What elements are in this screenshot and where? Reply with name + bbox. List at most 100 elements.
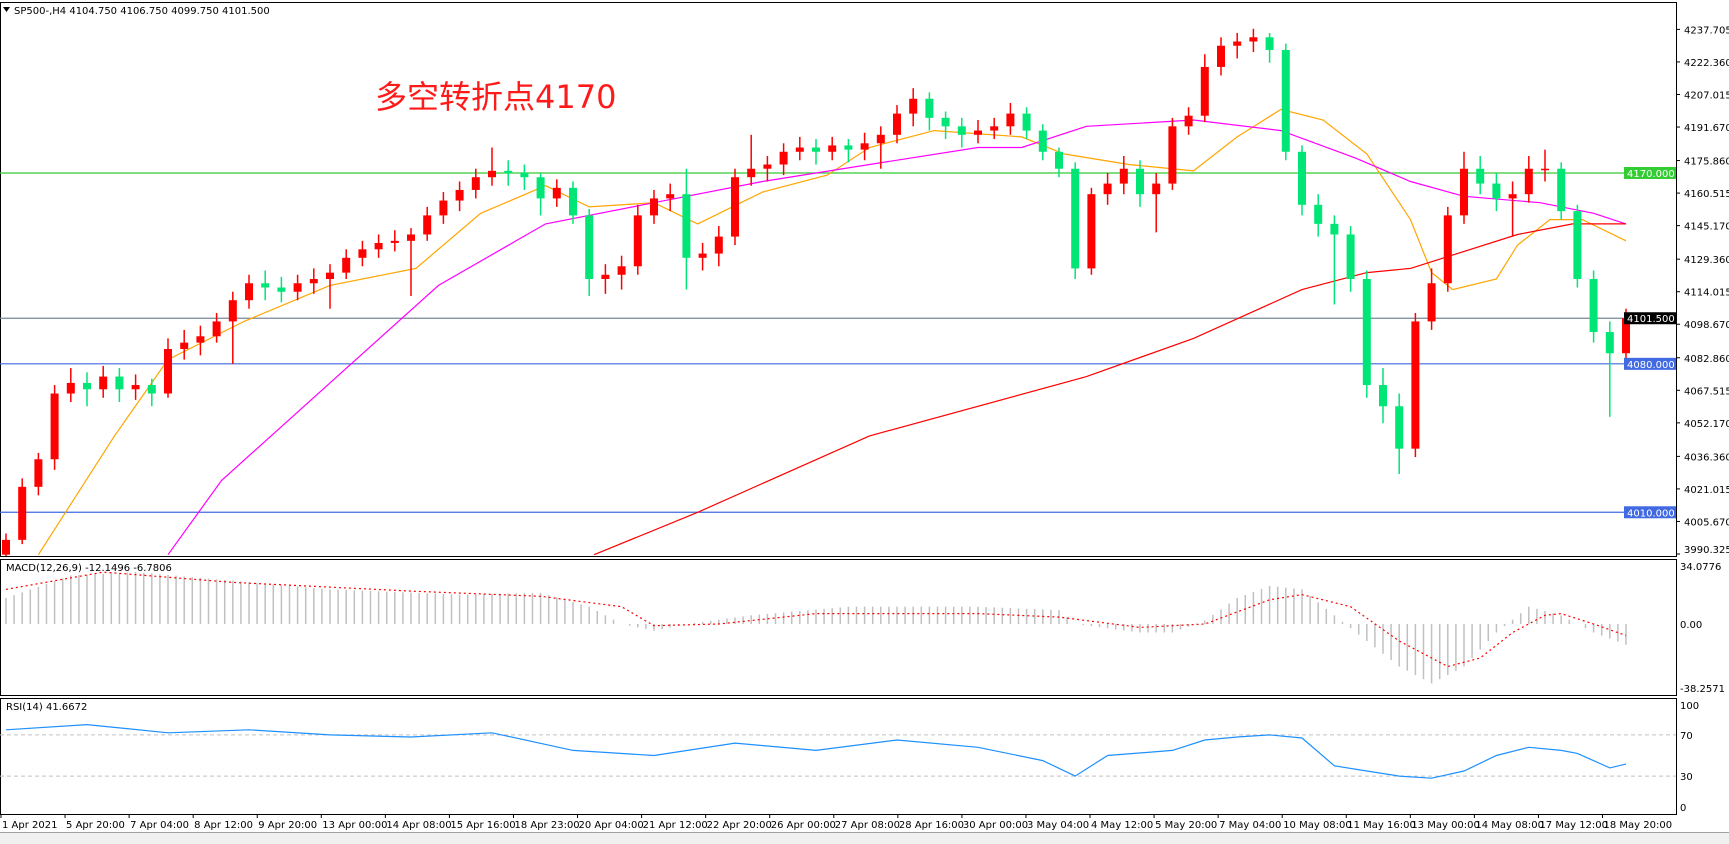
candle-body <box>245 283 253 301</box>
candle-body <box>633 215 642 267</box>
macd-tick-label: 34.0776 <box>1680 562 1721 573</box>
candle-body <box>131 385 140 390</box>
candle <box>909 88 918 127</box>
candle-body <box>309 279 318 284</box>
candle-body <box>471 177 480 190</box>
rsi-tick-label: 70 <box>1680 731 1693 742</box>
y-tick-label: 4021.015 <box>1684 485 1729 496</box>
candle <box>617 255 626 290</box>
candle <box>1524 156 1533 203</box>
macd-pane[interactable]: 34.0776 0.00 -38.2571 MACD(12,26,9) -12.149… <box>0 559 1725 696</box>
x-tick-label: 22 Apr 20:00 <box>707 820 772 831</box>
candle <box>99 365 108 398</box>
y-tick-label: 4036.360 <box>1684 452 1729 463</box>
price-tag-label: 4101.500 <box>1627 314 1675 325</box>
candle-body <box>390 240 399 243</box>
rsi-tick-label: 0 <box>1680 803 1686 814</box>
candle-body <box>731 177 739 237</box>
candle-body <box>1087 194 1096 269</box>
ma_slow-line <box>593 223 1626 556</box>
candle-body <box>536 177 545 199</box>
candle <box>1346 225 1355 292</box>
candle-body <box>925 98 934 118</box>
candle-body <box>488 170 496 178</box>
candle-body <box>1379 385 1387 407</box>
x-tick-label: 8 Apr 12:00 <box>194 820 253 831</box>
candle <box>83 372 91 407</box>
candle <box>747 134 756 186</box>
candle-body <box>1411 321 1420 449</box>
candle <box>1281 43 1290 161</box>
candle <box>1249 28 1258 53</box>
y-tick-label: 4129.360 <box>1684 255 1729 266</box>
candle-body <box>1233 41 1242 46</box>
candle-body <box>228 300 237 322</box>
candle <box>601 264 610 294</box>
rsi-pane[interactable]: 100 70 30 0 RSI(14) 41.6672 <box>0 698 1699 815</box>
candle <box>407 228 415 296</box>
candle <box>1200 54 1209 123</box>
candle-body <box>1184 115 1193 127</box>
y-tick-label: 4222.360 <box>1684 58 1729 69</box>
annotation-text: 多空转折点4170 <box>375 78 616 116</box>
candle-body <box>698 253 707 258</box>
x-tick-label: 9 Apr 20:00 <box>258 820 317 831</box>
candle-body <box>1314 204 1323 224</box>
x-tick-label: 20 Apr 04:00 <box>579 820 644 831</box>
candle-body <box>1346 234 1355 280</box>
candle <box>1541 149 1549 182</box>
rsi-title: RSI(14) 41.6672 <box>6 702 87 713</box>
candle <box>66 368 75 403</box>
candle-body <box>1265 37 1274 50</box>
candle-body <box>34 459 43 487</box>
ma_fast-line <box>37 108 1627 556</box>
candle <box>1006 102 1015 135</box>
macd-tick-label: -38.2571 <box>1680 684 1725 695</box>
candle <box>342 249 351 280</box>
time-axis: 1 Apr 2021 5 Apr 20:00 7 Apr 04:00 8 Apr 12… <box>0 814 1672 831</box>
candle-body <box>1362 279 1371 386</box>
y-tick-label: 4005.670 <box>1684 517 1729 528</box>
collapse-triangle-icon[interactable] <box>3 7 10 12</box>
rsi-tick-label: 100 <box>1680 701 1699 712</box>
candle <box>2 533 10 556</box>
candle-body <box>1622 318 1630 354</box>
candle-body <box>520 172 529 178</box>
candle <box>1492 172 1501 212</box>
price-tag <box>1624 506 1676 519</box>
price-tag-label: 4170.000 <box>1627 169 1675 180</box>
candle <box>131 374 140 400</box>
chart-tabs-bar[interactable] <box>0 832 1729 844</box>
candle-body <box>1217 45 1225 67</box>
candle <box>1152 172 1161 233</box>
y-tick-label: 4114.015 <box>1684 288 1729 299</box>
x-tick-label: 7 May 04:00 <box>1219 820 1281 831</box>
candle-body <box>1605 332 1614 354</box>
candle-body <box>552 187 561 199</box>
candle <box>844 139 853 163</box>
price-pane[interactable]: 4237.705 4222.360 4207.015 4191.670 4175.860… <box>0 2 1729 564</box>
candle <box>1038 124 1047 161</box>
x-tick-label: 17 May 12:00 <box>1539 820 1608 831</box>
candle-body <box>828 145 837 152</box>
candle-body <box>1281 49 1290 152</box>
candle-body <box>115 376 124 390</box>
candle-body <box>747 168 756 178</box>
macd-title: MACD(12,26,9) -12.1496 -6.7806 <box>6 563 172 574</box>
candle-body <box>974 130 982 135</box>
candle-body <box>1071 168 1080 269</box>
candle <box>50 385 59 470</box>
symbol-header: SP500-,H4 4104.750 4106.750 4099.750 410… <box>14 6 270 17</box>
candle-body <box>990 126 999 131</box>
candle-body <box>893 113 901 135</box>
candle-body <box>1298 151 1306 205</box>
candle <box>1298 145 1306 216</box>
x-tick-label: 26 Apr 00:00 <box>771 820 836 831</box>
pane-border <box>0 559 1677 696</box>
candle <box>471 168 480 199</box>
candle-body <box>617 266 626 275</box>
candle-body <box>714 236 723 254</box>
candle <box>520 164 529 190</box>
candle <box>1136 160 1144 207</box>
